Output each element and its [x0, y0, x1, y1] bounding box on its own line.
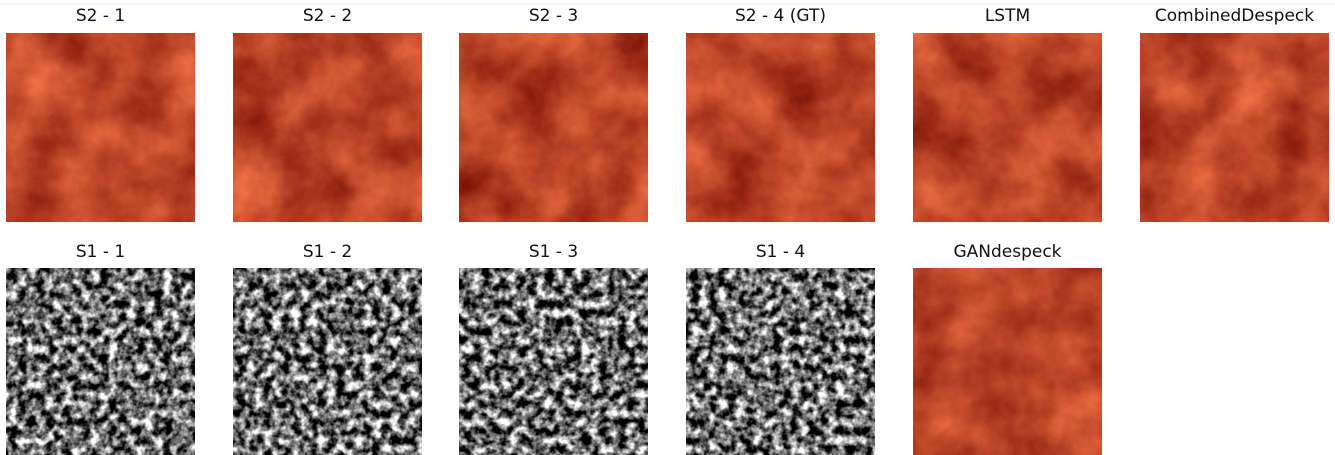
panel: S1 - 2 [233, 242, 422, 455]
panel-title: S1 - 2 [303, 242, 352, 262]
panel: S2 - 2 [233, 6, 422, 222]
panel-title: S2 - 3 [529, 6, 578, 26]
panel-title: S2 - 1 [76, 6, 125, 26]
page: S2 - 1 S2 - 2 S2 - 3 S2 - 4 (GT) LSTM Combine… [0, 0, 1335, 455]
panel-title: S2 - 4 (GT) [735, 6, 826, 26]
panel: S1 - 3 [459, 242, 648, 455]
panel-title: S1 - 1 [76, 242, 125, 262]
figure: S2 - 1 S2 - 2 S2 - 3 S2 - 4 (GT) LSTM Combine… [0, 0, 1335, 455]
panel: S2 - 1 [6, 6, 195, 222]
panel: CombinedDespeck [1140, 6, 1329, 222]
panel: S1 - 1 [6, 242, 195, 455]
panel-title: LSTM [985, 6, 1030, 26]
panel-title: S1 - 3 [529, 242, 578, 262]
sar-image [6, 268, 195, 455]
background [0, 0, 1335, 455]
optical-image [1140, 33, 1329, 222]
panel: S2 - 4 (GT) [686, 6, 875, 222]
optical-image [459, 33, 648, 222]
sar-image [686, 268, 875, 455]
panel-title: S2 - 2 [303, 6, 352, 26]
optical-image [6, 33, 195, 222]
panel: S1 - 4 [686, 242, 875, 455]
sar-image [459, 268, 648, 455]
panel-title: GANdespeck [953, 242, 1061, 262]
panel: S2 - 3 [459, 6, 648, 222]
optical-image [913, 33, 1102, 222]
optical-image [686, 33, 875, 222]
optical-image [233, 33, 422, 222]
panel: LSTM [913, 6, 1102, 222]
panel: GANdespeck [913, 242, 1102, 455]
optical-image [913, 268, 1102, 455]
sar-image [233, 268, 422, 455]
panel-title: S1 - 4 [756, 242, 805, 262]
panel-title: CombinedDespeck [1155, 6, 1314, 26]
